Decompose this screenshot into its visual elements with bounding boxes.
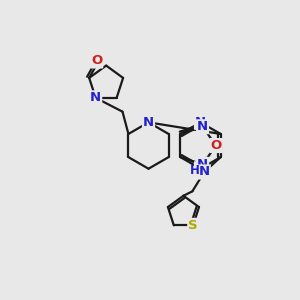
Text: N: N: [90, 91, 101, 104]
Text: N: N: [143, 116, 154, 129]
Text: N: N: [197, 120, 208, 133]
Text: O: O: [91, 55, 102, 68]
Text: N: N: [195, 162, 206, 175]
Text: N: N: [197, 158, 208, 171]
Text: N: N: [195, 116, 206, 129]
Text: O: O: [211, 139, 222, 152]
Text: S: S: [188, 219, 198, 232]
Text: N: N: [199, 166, 210, 178]
Text: H: H: [190, 164, 200, 177]
